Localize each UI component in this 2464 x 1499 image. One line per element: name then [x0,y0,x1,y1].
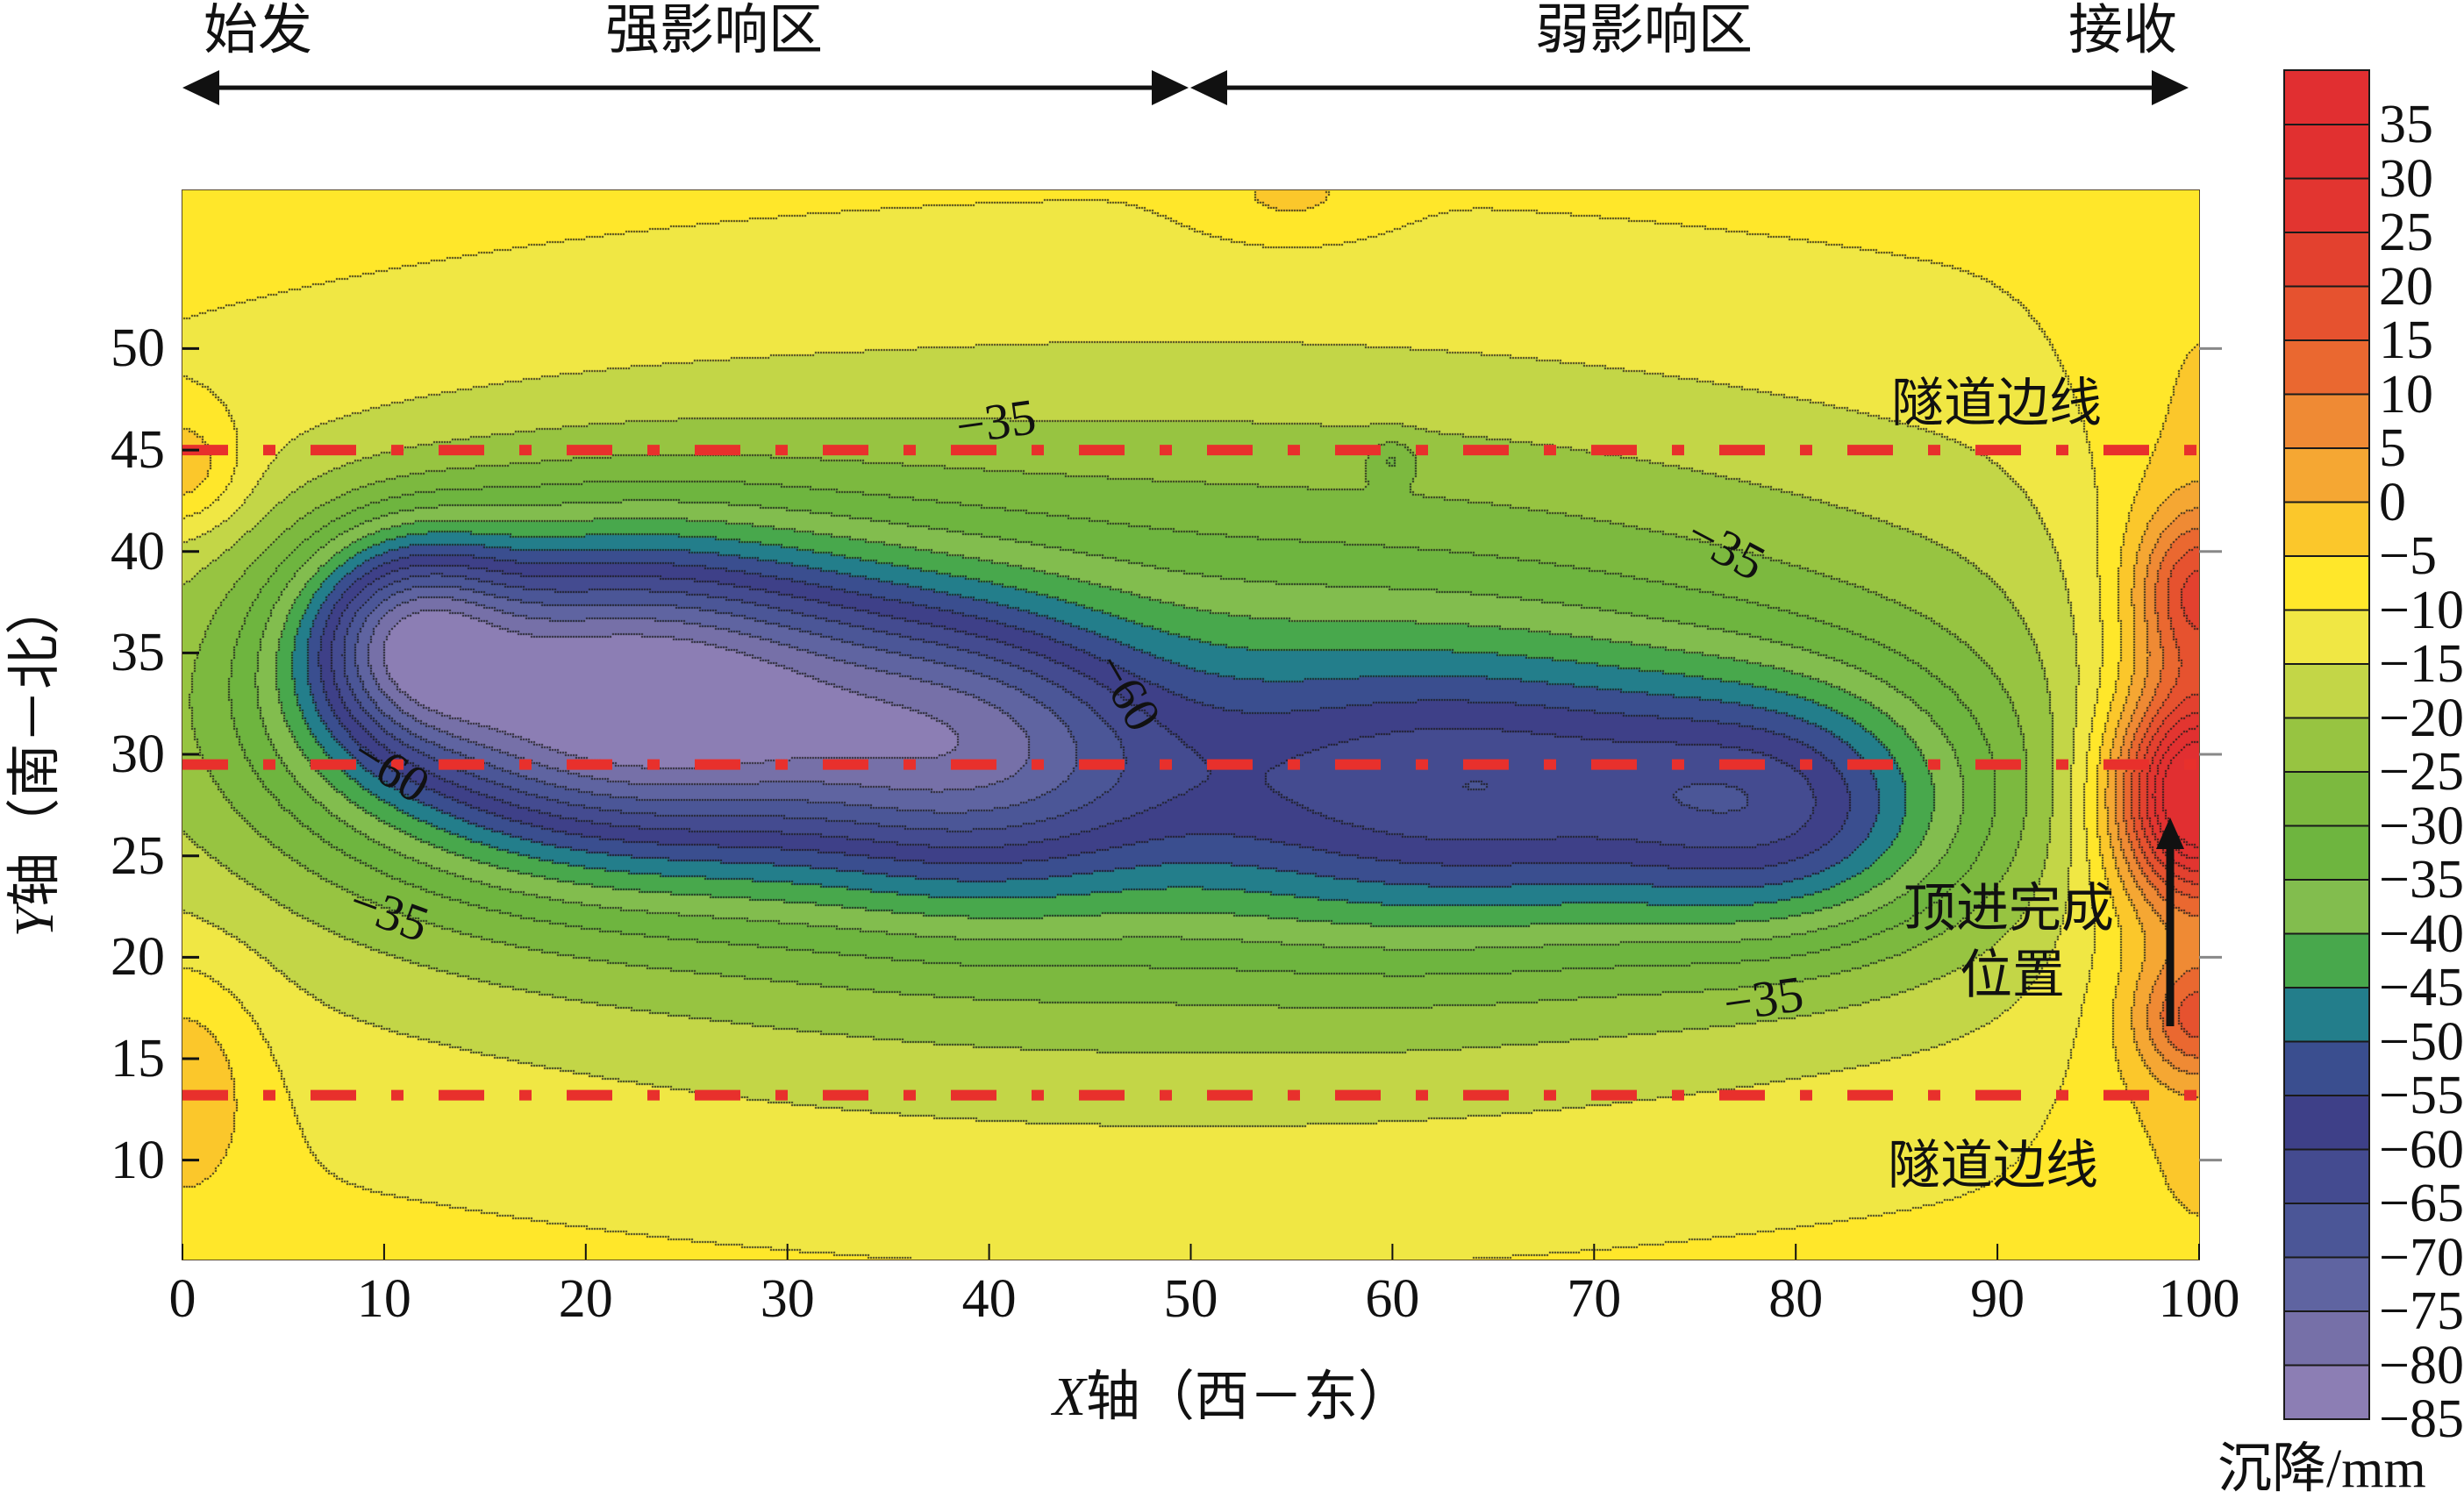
y-axis-desc: 轴（南－北） [5,580,65,907]
y-tick-label: 35 [111,623,165,683]
colorbar-tick-label: 20 [2379,256,2433,317]
colorbar-tick-label: −60 [2379,1119,2464,1180]
y-tick-label: 40 [111,521,165,582]
zone-label-strong-influence: 强影响区 [605,1,824,61]
arrowhead-left-icon [1190,70,1227,105]
colorbar-tick-label: 10 [2379,364,2433,425]
colorbar-tick-label: −5 [2379,526,2437,586]
colorbar-swatch [2283,609,2370,665]
y-tick-label: 50 [111,318,165,379]
colorbar-tick-label: −65 [2379,1174,2464,1233]
jacking-direction-arrow [2156,817,2184,1026]
zone-arrows [182,70,2189,105]
colorbar-swatch [2283,1148,2370,1204]
y-tick-label: 25 [111,825,165,886]
colorbar-tick-label: 25 [2379,203,2433,262]
colorbar-swatch [2283,285,2370,341]
colorbar-swatch [2283,1040,2370,1096]
colorbar-tick-label: −40 [2379,903,2464,964]
zone-label-weak-influence: 弱影响区 [1535,1,1753,61]
arrowhead-up-icon [2156,817,2184,849]
colorbar-swatch [2283,824,2370,881]
colorbar-swatch [2283,932,2370,989]
zone-label-end: 接收 [2068,1,2178,61]
colorbar-swatch [2283,393,2370,449]
contour-field [182,190,2199,1260]
arrowhead-left-icon [182,70,219,105]
x-tick-label: 50 [1163,1269,1218,1329]
colorbar-tick-label: 35 [2379,95,2433,154]
jacking-complete-label-line1: 顶进完成 [1903,880,2114,938]
colorbar-tick-label: −50 [2379,1011,2464,1072]
colorbar-tick-label: −15 [2379,634,2464,694]
colorbar-tick-label: −45 [2379,958,2464,1017]
colorbar-swatch [2283,879,2370,935]
colorbar-swatch [2283,69,2370,125]
colorbar-swatch [2283,771,2370,827]
zone-label-start: 始发 [204,1,313,61]
colorbar-tick-label: 15 [2379,311,2433,370]
colorbar-swatch [2283,124,2370,180]
colorbar-tick-label: −35 [2379,850,2464,910]
y-tick-label: 30 [111,725,165,785]
colorbar-swatch [2283,555,2370,611]
x-tick-label: 80 [1768,1269,1824,1329]
x-tick-label: 0 [168,1269,196,1329]
colorbar [2283,69,2370,1420]
axis-ticks [182,346,2222,1260]
colorbar-swatch [2283,717,2370,773]
colorbar-tick-label: −70 [2379,1227,2464,1288]
y-axis-var: Y [5,906,65,938]
y-tick-label: 10 [111,1130,165,1190]
jacking-complete-label-line2: 位置 [1960,946,2065,1004]
colorbar-tick-label: −85 [2379,1389,2464,1449]
colorbar-swatch [2283,501,2370,557]
colorbar-tick-label: −30 [2379,796,2464,856]
colorbar-tick-label: −55 [2379,1066,2464,1125]
colorbar-swatch [2283,1203,2370,1259]
colorbar-tick-label: −75 [2379,1281,2464,1341]
y-tick-label: 45 [111,420,165,481]
tunnel-edge-label-bottom: 隧道边线 [1888,1137,2098,1195]
colorbar-swatch [2283,987,2370,1043]
contour-label: −35 [952,388,1039,456]
x-tick-label: 40 [961,1269,1017,1329]
colorbar-swatch [2283,663,2370,719]
colorbar-tick-label: −20 [2379,688,2464,748]
x-tick-label: 90 [1970,1269,2025,1329]
colorbar-swatch [2283,1095,2370,1151]
y-axis-title: Y轴（南－北） [5,580,65,938]
colorbar-swatch [2283,1364,2370,1420]
x-tick-label: 70 [1567,1269,1622,1329]
tunnel-reference-lines [182,445,2199,1101]
colorbar-swatch [2283,1256,2370,1312]
arrowhead-right-icon [1152,70,1189,105]
x-axis-var: X [1053,1367,1086,1427]
x-axis-title: X轴（西－东） [1053,1368,1412,1426]
colorbar-tick-label: 5 [2379,418,2406,478]
contour-label: −35 [1719,965,1807,1033]
x-axis-desc: 轴（西－东） [1085,1367,1412,1427]
colorbar-swatch [2283,339,2370,396]
colorbar-swatch [2283,447,2370,503]
y-tick-label: 15 [111,1029,165,1089]
colorbar-swatch [2283,177,2370,233]
arrowhead-right-icon [2152,70,2189,105]
colorbar-tick-label: −25 [2379,742,2464,802]
x-tick-label: 60 [1365,1269,1420,1329]
y-tick-label: 20 [111,927,165,988]
colorbar-tick-label: −80 [2379,1335,2464,1395]
colorbar-swatch [2283,232,2370,288]
x-tick-label: 30 [760,1269,815,1329]
x-tick-label: 10 [356,1269,411,1329]
colorbar-tick-label: 0 [2379,472,2406,532]
colorbar-tick-label: 30 [2379,148,2433,209]
x-tick-label: 100 [2158,1269,2240,1329]
colorbar-swatch [2283,1310,2370,1367]
colorbar-title: 沉降/mm [2218,1439,2426,1499]
colorbar-tick-label: −10 [2379,580,2464,640]
tunnel-edge-label-top: 隧道边线 [1891,375,2102,432]
x-tick-label: 20 [558,1269,613,1329]
